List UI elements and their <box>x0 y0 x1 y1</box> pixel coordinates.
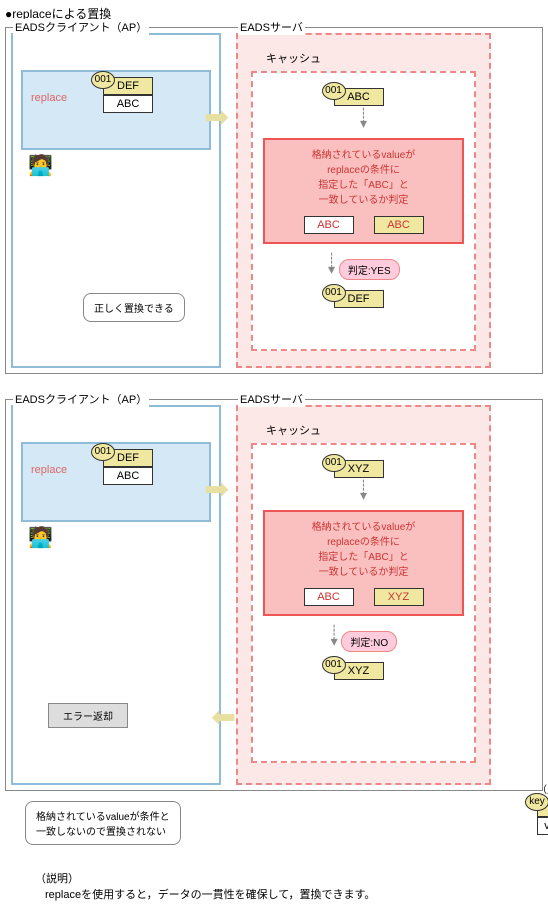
desc-text: replaceを使用すると，データの一貫性を確保して，置換できます。 <box>45 886 543 902</box>
client-box: EADSクライアント（AP） replace 001 DEF ABC 🧑‍💻 正… <box>11 33 221 368</box>
stored-item: 001 ABC <box>334 88 394 106</box>
server-box: EADSサーバ キャッシュ 001 ABC ┊▾ 格納されているvalueが r… <box>236 33 491 368</box>
dash-arrow-icon: ┊▾ <box>263 483 464 500</box>
cmp-stored: ABC <box>374 216 424 234</box>
key-badge: 001 <box>322 284 346 302</box>
scenario-fail: ➡ ➡ EADSクライアント（AP） replace 001 DEF ABC 🧑… <box>5 399 543 791</box>
compare-row: ABC ABC <box>273 216 454 234</box>
dash-arrow-icon: ┊▾ <box>263 111 464 128</box>
key-badge: 001 <box>91 71 115 89</box>
client-box: EADSクライアント（AP） replace 001 DEF ABC 🧑‍💻 エ… <box>11 405 221 785</box>
client-label: EADSクライアント（AP） <box>13 19 149 35</box>
legend: （凡例） key value value(条件) <box>537 781 548 835</box>
key-badge: 001 <box>91 443 115 461</box>
legend-key: key <box>525 793 548 811</box>
server-label: EADSサーバ <box>238 391 305 407</box>
error-badge: エラー返却 <box>48 703 128 728</box>
replace-label: replace <box>31 464 67 476</box>
result-item: 001 DEF <box>334 290 394 308</box>
cache-label: キャッシュ <box>266 422 481 438</box>
cmp-stored: XYZ <box>374 588 424 606</box>
judge-badge: 判定:YES <box>339 259 400 280</box>
person-icon: 🧑‍💻 <box>28 153 53 178</box>
dash-arrow-icon: ┊▾ <box>330 628 338 645</box>
client-inner: replace 001 DEF ABC 🧑‍💻 <box>21 442 211 522</box>
client-data: 001 DEF ABC <box>103 449 153 485</box>
scenario-success: ➡ EADSクライアント（AP） replace 001 DEF ABC 🧑‍💻… <box>5 27 543 374</box>
cond-value: ABC <box>103 95 153 113</box>
legend-cond: value(条件) <box>537 817 548 835</box>
cmp-cond: ABC <box>304 588 354 606</box>
judge-badge: 判定:NO <box>341 631 397 652</box>
check-box: 格納されているvalueが replaceの条件に 指定した「ABC」と 一致し… <box>263 138 464 244</box>
cmp-cond: ABC <box>304 216 354 234</box>
client-data: 001 DEF ABC <box>103 77 153 113</box>
replace-label: replace <box>31 92 67 104</box>
client-label: EADSクライアント（AP） <box>13 391 149 407</box>
check-text: 格納されているvalueが replaceの条件に 指定した「ABC」と 一致し… <box>273 520 454 580</box>
key-badge: 001 <box>322 82 346 100</box>
client-inner: replace 001 DEF ABC 🧑‍💻 <box>21 70 211 150</box>
key-badge: 001 <box>322 454 346 472</box>
check-box: 格納されているvalueが replaceの条件に 指定した「ABC」と 一致し… <box>263 510 464 616</box>
arrow-back-icon: ➡ <box>211 700 236 735</box>
arrow-icon: ➡ <box>204 472 229 507</box>
cache-box: 001 XYZ ┊▾ 格納されているvalueが replaceの条件に 指定し… <box>251 443 476 763</box>
result-item: 001 XYZ <box>334 662 394 680</box>
key-badge: 001 <box>322 656 346 674</box>
speech-success: 正しく置換できる <box>83 293 185 322</box>
dash-arrow-icon: ┊▾ <box>327 256 335 273</box>
cond-value: ABC <box>103 467 153 485</box>
person-icon: 🧑‍💻 <box>28 525 53 550</box>
speech-fail: 格納されているvalueが条件と 一致しないので置換されない <box>25 801 181 845</box>
cache-box: 001 ABC ┊▾ 格納されているvalueが replaceの条件に 指定し… <box>251 71 476 351</box>
cache-label: キャッシュ <box>266 50 481 66</box>
check-text: 格納されているvalueが replaceの条件に 指定した「ABC」と 一致し… <box>273 148 454 208</box>
desc-title: （説明） <box>35 870 543 886</box>
description: （説明） replaceを使用すると，データの一貫性を確保して，置換できます。 <box>35 870 543 902</box>
stored-item: 001 XYZ <box>334 460 394 478</box>
server-box: EADSサーバ キャッシュ 001 XYZ ┊▾ 格納されているvalueが r… <box>236 405 491 785</box>
arrow-icon: ➡ <box>204 100 229 135</box>
compare-row: ABC XYZ <box>273 588 454 606</box>
server-label: EADSサーバ <box>238 19 305 35</box>
